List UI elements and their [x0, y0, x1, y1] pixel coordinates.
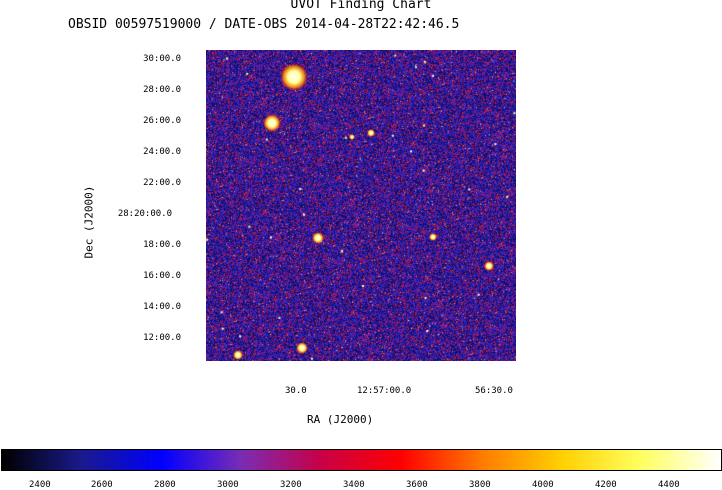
chart-title: UVOT Finding Chart: [290, 0, 432, 12]
y-axis-label: Dec (J2000): [82, 185, 96, 259]
dec-tick-label: 26:00.0: [143, 116, 181, 126]
dec-tick-label: 28:20:00.0: [117, 209, 172, 219]
colorbar-tick-label: 2800: [154, 480, 176, 490]
dec-tick-label: 22:00.0: [143, 178, 181, 188]
sky-image: [206, 50, 516, 361]
ra-tick-label: 12:57:00.0: [357, 386, 412, 396]
colorbar-tick-label: 3400: [343, 480, 365, 490]
dec-tick-label: 24:00.0: [143, 147, 181, 157]
dec-tick-label: 28:00.0: [143, 85, 181, 95]
observation-subtitle: OBSID 00597519000 / DATE-OBS 2014-04-28T…: [68, 17, 460, 32]
ra-tick-label: 56:30.0: [475, 386, 513, 396]
colorbar-tick-label: 2600: [91, 480, 113, 490]
colorbar-tick-label: 4000: [532, 480, 554, 490]
dec-tick-label: 14:00.0: [143, 302, 181, 312]
dec-tick-label: 16:00.0: [143, 271, 181, 281]
colorbar-tick-label: 3800: [469, 480, 491, 490]
x-axis-label: RA (J2000): [307, 413, 374, 426]
colorbar-tick-label: 3600: [406, 480, 428, 490]
dec-tick-label: 18:00.0: [143, 240, 181, 250]
dec-tick-label: 12:00.0: [143, 333, 181, 343]
colorbar-tick-label: 3200: [280, 480, 302, 490]
colorbar-tick-label: 3000: [217, 480, 239, 490]
star-field-canvas: [206, 50, 516, 361]
colorbar-tick-label: 4200: [595, 480, 617, 490]
colorbar-tick-label: 2400: [29, 480, 51, 490]
colorbar-tick-label: 4400: [658, 480, 680, 490]
dec-tick-label: 30:00.0: [143, 54, 181, 64]
colorbar: [1, 449, 722, 471]
ra-tick-label: 30.0: [285, 386, 307, 396]
